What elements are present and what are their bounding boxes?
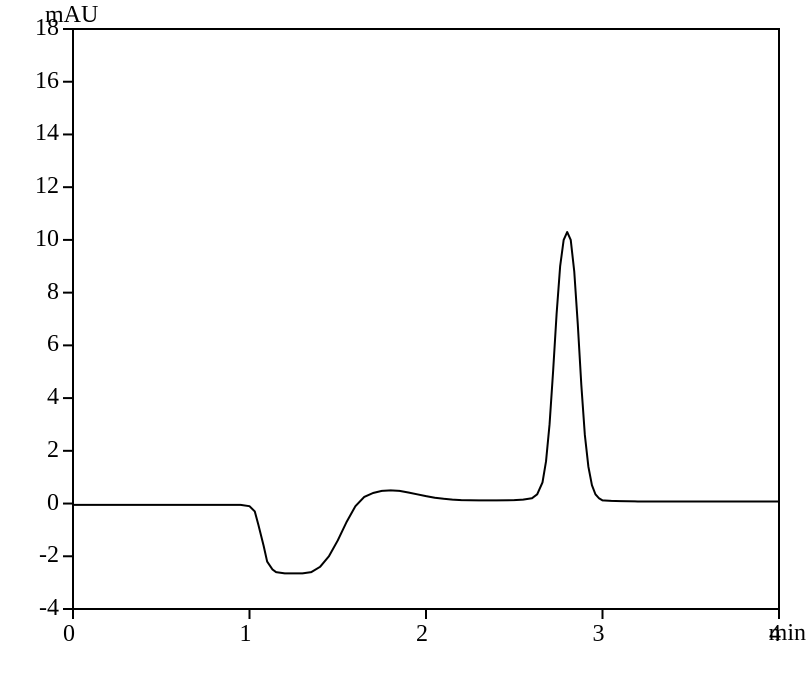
y-tick-label: 12: [35, 173, 59, 200]
chromatogram-chart: mAU min 01234-4-2024681012141618: [0, 0, 808, 675]
y-tick-label: 2: [47, 437, 59, 464]
y-tick-label: 0: [47, 490, 59, 517]
x-tick-label: 0: [63, 621, 75, 648]
x-tick-label: 4: [769, 621, 781, 648]
y-tick-label: 4: [47, 384, 59, 411]
chart-svg: [0, 0, 808, 675]
y-tick-label: 10: [35, 226, 59, 253]
y-tick-label: 16: [35, 68, 59, 95]
x-tick-label: 3: [593, 621, 605, 648]
y-tick-label: -2: [39, 542, 59, 569]
y-tick-label: 6: [47, 331, 59, 358]
y-tick-label: -4: [39, 595, 59, 622]
x-tick-label: 1: [240, 621, 252, 648]
y-tick-label: 8: [47, 279, 59, 306]
x-tick-label: 2: [416, 621, 428, 648]
y-tick-label: 18: [35, 15, 59, 42]
y-tick-label: 14: [35, 120, 59, 147]
